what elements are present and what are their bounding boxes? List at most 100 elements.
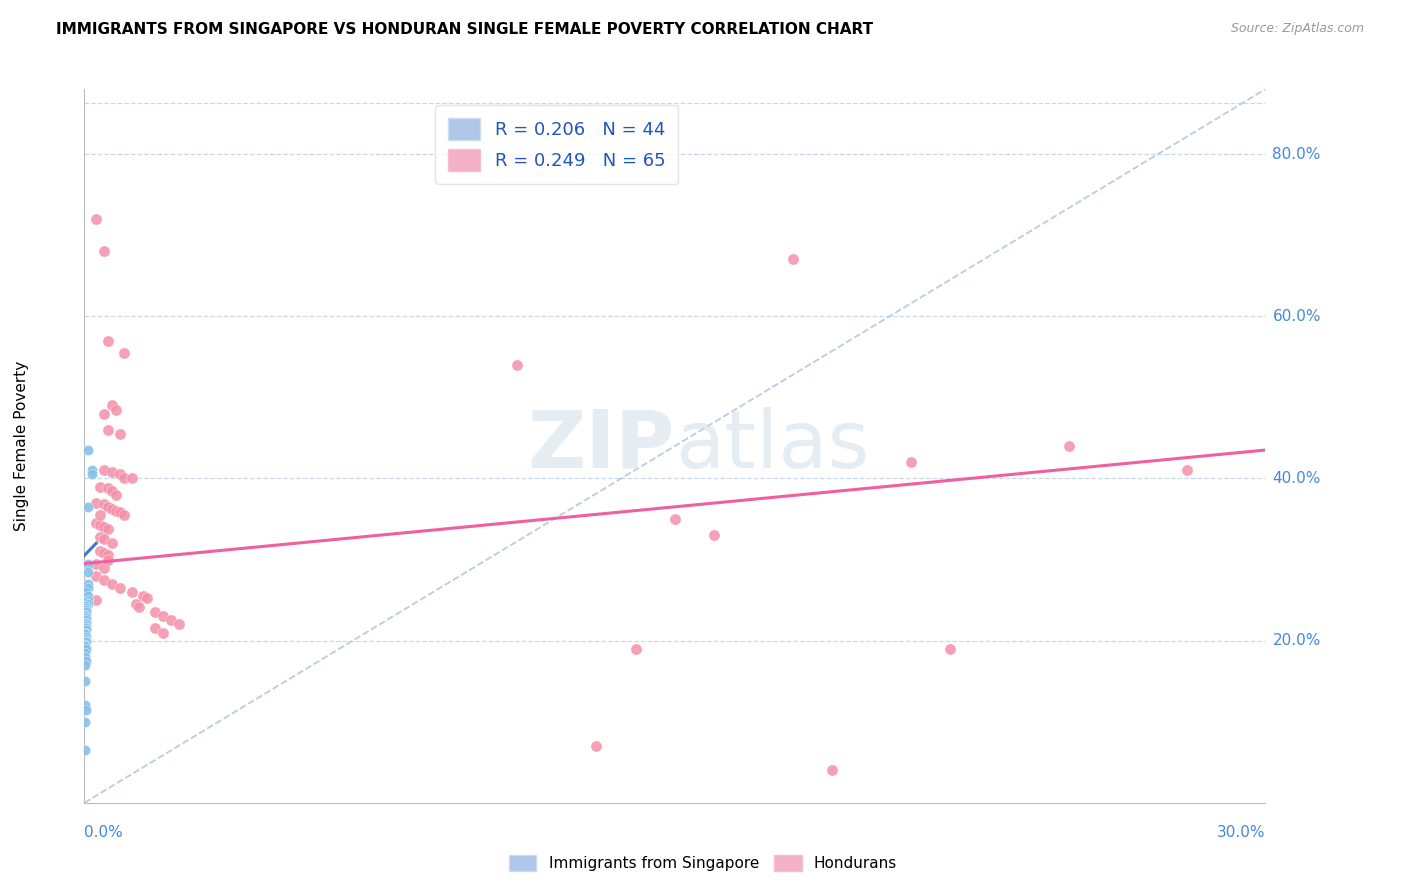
Point (75, 630, 97, 644)
Point (75, 617, 97, 632)
Point (75, 627, 97, 641)
Point (101, 399, 124, 413)
Point (84, 568, 107, 582)
Point (112, 471, 135, 485)
Point (75, 641, 97, 656)
Point (97, 500, 120, 514)
Point (152, 625, 174, 640)
Point (77, 565, 100, 579)
Point (900, 455, 922, 469)
Point (75, 619, 97, 633)
Point (101, 483, 124, 498)
Text: 60.0%: 60.0% (1272, 309, 1320, 324)
Point (93, 546, 115, 560)
Text: 30.0%: 30.0% (1218, 825, 1265, 840)
Point (143, 622, 166, 636)
Point (73, 625, 96, 640)
Point (84, 496, 107, 510)
Point (108, 426, 131, 441)
Point (75, 657, 97, 672)
Point (132, 589, 155, 603)
Point (73, 743, 96, 757)
Point (782, 252, 804, 267)
Point (121, 471, 143, 485)
Point (75, 622, 97, 636)
Point (101, 502, 124, 516)
Point (73, 698, 96, 713)
Point (75, 607, 97, 622)
Point (77, 593, 100, 607)
Point (93, 573, 115, 587)
Point (77, 443, 100, 458)
Point (77, 581, 100, 595)
Point (703, 528, 725, 542)
Point (93, 244, 115, 259)
Point (75, 649, 97, 664)
Point (89, 530, 111, 544)
Point (75, 632, 97, 646)
Point (1057, 439, 1080, 453)
Point (93, 520, 115, 534)
Point (121, 585, 143, 599)
Point (75, 595, 97, 609)
Point (75, 603, 97, 617)
Point (75, 635, 97, 649)
Point (76, 589, 98, 603)
Point (97, 549, 120, 563)
Text: Source: ZipAtlas.com: Source: ZipAtlas.com (1230, 22, 1364, 36)
Point (75, 633, 97, 648)
Point (75, 605, 97, 619)
Text: 40.0%: 40.0% (1272, 471, 1320, 486)
Point (112, 508, 135, 522)
Legend: R = 0.206   N = 44, R = 0.249   N = 65: R = 0.206 N = 44, R = 0.249 N = 65 (436, 105, 678, 184)
Point (93, 463, 115, 477)
Point (143, 605, 166, 619)
Point (75, 615, 97, 630)
Point (93, 533, 115, 547)
Point (93, 497, 115, 511)
Text: IMMIGRANTS FROM SINGAPORE VS HONDURAN SINGLE FEMALE POVERTY CORRELATION CHART: IMMIGRANTS FROM SINGAPORE VS HONDURAN SI… (56, 22, 873, 37)
Point (108, 506, 131, 520)
Point (73, 646, 96, 660)
Point (89, 544, 111, 558)
Point (84, 211, 107, 226)
Point (75, 714, 97, 729)
Point (585, 739, 607, 753)
Point (101, 536, 124, 550)
Point (75, 585, 97, 599)
Point (104, 402, 127, 417)
Point (506, 358, 529, 372)
Point (108, 467, 131, 482)
Point (97, 334, 120, 348)
Point (136, 591, 159, 606)
Point (77, 577, 100, 591)
Point (89, 518, 111, 533)
Point (821, 764, 844, 778)
Point (75, 609, 97, 624)
Point (89, 479, 111, 493)
Point (101, 577, 124, 591)
Point (73, 638, 96, 652)
Text: 80.0%: 80.0% (1272, 146, 1320, 161)
Point (75, 599, 97, 613)
Point (124, 597, 146, 611)
Point (1175, 463, 1198, 477)
Point (93, 407, 115, 421)
Point (160, 613, 183, 627)
Point (104, 488, 127, 502)
Point (77, 597, 100, 611)
Point (89, 508, 111, 522)
Point (84, 557, 107, 571)
Point (93, 560, 115, 574)
Point (75, 674, 97, 689)
Point (664, 512, 686, 526)
Point (75, 613, 97, 627)
Point (97, 522, 120, 536)
Point (84, 593, 107, 607)
Point (112, 345, 135, 359)
Point (84, 516, 107, 530)
Point (82, 467, 104, 482)
Point (77, 557, 100, 571)
Text: 0.0%: 0.0% (84, 825, 124, 840)
Point (128, 599, 150, 614)
